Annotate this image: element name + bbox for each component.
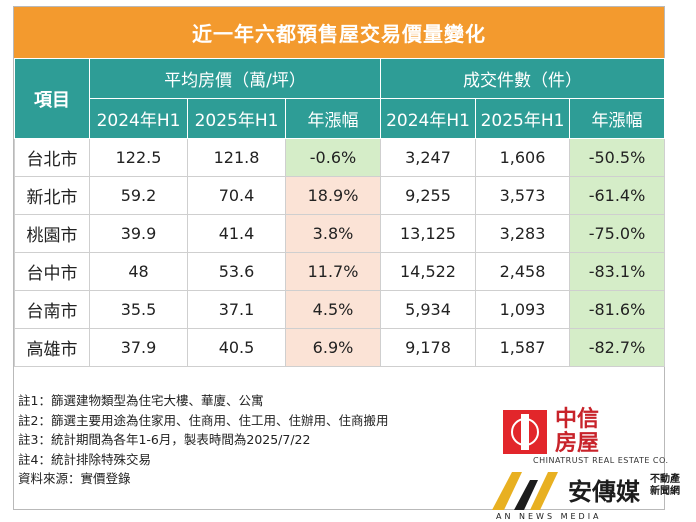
- footnote: 註2：篩選主要用途為住家用、住商用、住工用、住辦用、住商搬用: [18, 412, 389, 428]
- row-area: 台北市: [14, 138, 90, 177]
- row-area: 桃園市: [14, 214, 90, 253]
- cell-price-2024: 35.5: [89, 290, 188, 329]
- data-table: 項目 平均房價（萬/坪） 成交件數（件） 2024年H1 2025年H1 年漲幅…: [14, 58, 665, 367]
- row-area: 新北市: [14, 176, 90, 215]
- cell-price-2024: 39.9: [89, 214, 188, 253]
- cell-volume-change: -83.1%: [569, 252, 665, 291]
- footnote: 註4：統計排除特殊交易: [18, 451, 151, 467]
- cell-price-2025: 70.4: [187, 176, 286, 215]
- table-row: 高雄市 37.9 40.5 6.9% 9,178 1,587 -82.7%: [14, 328, 665, 367]
- cell-price-change: 4.5%: [285, 290, 381, 329]
- cell-price-change: 6.9%: [285, 328, 381, 367]
- cell-price-change: 18.9%: [285, 176, 381, 215]
- cell-volume-change: -82.7%: [569, 328, 665, 367]
- infographic-frame: 近一年六都預售屋交易價量變化 項目 平均房價（萬/坪） 成交件數（件） 2024…: [13, 6, 665, 510]
- table-row: 新北市 59.2 70.4 18.9% 9,255 3,573 -61.4%: [14, 176, 665, 215]
- subheader-price-change: 年漲幅: [285, 98, 381, 139]
- cell-volume-2025: 1,587: [475, 328, 570, 367]
- an-news-en-name: AN NEWS MEDIA: [496, 512, 602, 521]
- footnote: 註1：篩選建物類型為住宅大樓、華廈、公寓: [18, 393, 264, 408]
- cell-volume-change: -61.4%: [569, 176, 665, 215]
- row-area: 高雄市: [14, 328, 90, 367]
- row-area: 台中市: [14, 252, 90, 291]
- cell-price-change: 3.8%: [285, 214, 381, 253]
- chinatrust-en-name: CHINATRUST REAL ESTATE CO.: [533, 456, 669, 465]
- cell-volume-2024: 14,522: [380, 252, 476, 291]
- chinatrust-logo: 中信房屋 CHINATRUST REAL ESTATE CO.: [503, 407, 668, 470]
- cell-volume-2024: 9,255: [380, 176, 476, 215]
- footnotes: 註1：篩選建物類型為住宅大樓、華廈、公寓 註2：篩選主要用途為住家用、住商用、住…: [18, 391, 488, 489]
- header-item: 項目: [14, 58, 90, 139]
- cell-volume-2024: 5,934: [380, 290, 476, 329]
- cell-price-2025: 37.1: [187, 290, 286, 329]
- cell-price-2025: 121.8: [187, 138, 286, 177]
- cell-volume-2024: 9,178: [380, 328, 476, 367]
- cell-price-change: -0.6%: [285, 138, 381, 177]
- table-row: 台南市 35.5 37.1 4.5% 5,934 1,093 -81.6%: [14, 290, 665, 329]
- cell-price-2025: 41.4: [187, 214, 286, 253]
- cell-volume-change: -81.6%: [569, 290, 665, 329]
- cell-volume-change: -50.5%: [569, 138, 665, 177]
- chinatrust-mark-icon: [503, 410, 547, 454]
- subheader-price-2024h1: 2024年H1: [89, 98, 188, 139]
- page-title: 近一年六都預售屋交易價量變化: [14, 7, 664, 58]
- cell-price-change: 11.7%: [285, 252, 381, 291]
- header-avg-price: 平均房價（萬/坪）: [89, 58, 381, 99]
- cell-price-2024: 48: [89, 252, 188, 291]
- cell-volume-2025: 1,093: [475, 290, 570, 329]
- subheader-volume-2024h1: 2024年H1: [380, 98, 476, 139]
- subheader-volume-change: 年漲幅: [569, 98, 665, 139]
- table-row: 台北市 122.5 121.8 -0.6% 3,247 1,606 -50.5%: [14, 138, 665, 177]
- cell-price-2025: 40.5: [187, 328, 286, 367]
- table-row: 台中市 48 53.6 11.7% 14,522 2,458 -83.1%: [14, 252, 665, 291]
- cell-volume-2025: 3,283: [475, 214, 570, 253]
- table-row: 桃園市 39.9 41.4 3.8% 13,125 3,283 -75.0%: [14, 214, 665, 253]
- an-news-logo: 安傳媒 不動產新聞網 AN NEWS MEDIA: [490, 468, 696, 522]
- cell-volume-2024: 13,125: [380, 214, 476, 253]
- cell-volume-2025: 2,458: [475, 252, 570, 291]
- footnote: 註3：統計期間為各年1-6月，製表時間為2025/7/22: [18, 432, 311, 447]
- cell-volume-2025: 3,573: [475, 176, 570, 215]
- row-area: 台南市: [14, 290, 90, 329]
- an-mark-icon: [492, 472, 558, 510]
- cell-volume-2025: 1,606: [475, 138, 570, 177]
- an-news-subtitle: 不動產新聞網: [650, 474, 680, 497]
- cell-price-2024: 37.9: [89, 328, 188, 367]
- cell-price-2025: 53.6: [187, 252, 286, 291]
- header-volume: 成交件數（件）: [380, 58, 665, 99]
- cell-price-2024: 122.5: [89, 138, 188, 177]
- cell-volume-change: -75.0%: [569, 214, 665, 253]
- cell-price-2024: 59.2: [89, 176, 188, 215]
- subheader-volume-2025h1: 2025年H1: [475, 98, 570, 139]
- subheader-price-2025h1: 2025年H1: [187, 98, 286, 139]
- data-source: 資料來源：實價登錄: [18, 471, 131, 486]
- an-news-name: 安傳媒: [568, 478, 640, 506]
- cell-volume-2024: 3,247: [380, 138, 476, 177]
- chinatrust-name: 中信房屋: [555, 407, 600, 456]
